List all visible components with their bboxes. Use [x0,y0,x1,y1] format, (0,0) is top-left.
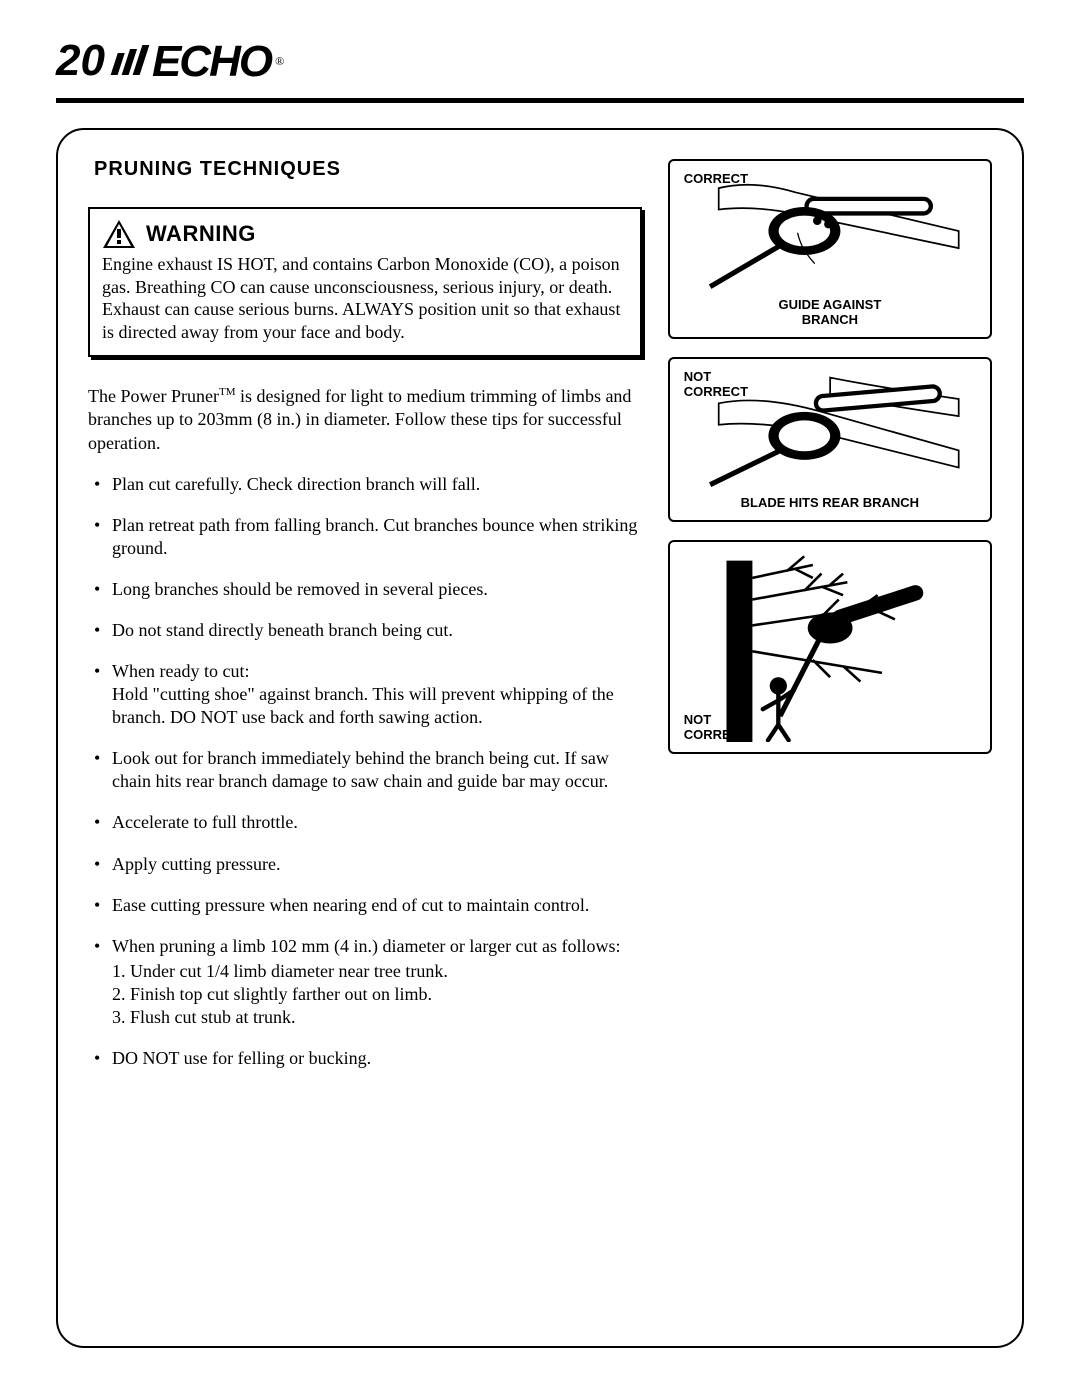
chainsaw-correct-icon [680,171,980,291]
warning-triangle-icon [102,219,136,249]
figure-label: CORRECT [684,171,748,186]
list-item: 2. Finish top cut slightly farther out o… [112,983,642,1006]
warning-box: WARNING Engine exhaust IS HOT, and conta… [88,207,642,357]
list-item: 3. Flush cut stub at trunk. [112,1006,642,1029]
list-item: Long branches should be removed in sever… [92,578,642,601]
list-item: Look out for branch immediately behind t… [92,747,642,793]
list-item: Do not stand directly beneath branch bei… [92,619,642,642]
figure-label: NOT CORRECT [684,712,748,742]
figure-label: NOT CORRECT [684,369,748,399]
figure-not-correct-2: NOT CORRECT [668,540,992,754]
page-header: 20 ECHO ® [56,36,284,87]
header-rule [56,98,1024,103]
figure-label: GUIDE AGAINST BRANCH [680,297,980,327]
list-item: When ready to cut: Hold "cutting shoe" a… [92,660,642,729]
warning-title: WARNING [146,221,256,247]
warning-body: Engine exhaust IS HOT, and contains Carb… [102,253,628,343]
list-item: Plan cut carefully. Check direction bran… [92,473,642,496]
list-item: 1. Under cut 1/4 limb diameter near tree… [112,960,642,983]
registered-mark: ® [275,54,284,69]
list-item: Accelerate to full throttle. [92,811,642,834]
page-number: 20 [56,36,105,86]
list-item: When pruning a limb 102 mm (4 in.) diame… [92,935,642,1029]
tips-list: Plan cut carefully. Check direction bran… [88,473,642,1070]
intro-paragraph: The Power PrunerTM is designed for light… [88,385,642,455]
list-item: Plan retreat path from falling branch. C… [92,514,642,560]
large-limb-steps: 1. Under cut 1/4 limb diameter near tree… [112,960,642,1029]
list-item: Ease cutting pressure when nearing end o… [92,894,642,917]
intro-pre: The Power Pruner [88,386,219,406]
figure-not-correct-1: NOT CORRECT [668,357,992,522]
logo-stripes-icon [109,43,154,80]
right-column: CORRECT [668,159,992,1088]
brand-logo: ECHO ® [115,37,284,87]
content-frame: PRUNING TECHNIQUES WARNING Engine [56,128,1024,1348]
two-column-layout: WARNING Engine exhaust IS HOT, and conta… [88,207,992,1088]
figure-label: BLADE HITS REAR BRANCH [680,495,980,510]
list-item: Apply cutting pressure. [92,853,642,876]
trademark-symbol: TM [219,386,236,398]
list-item: DO NOT use for felling or bucking. [92,1047,642,1070]
logo-text: ECHO [152,37,271,87]
tip-large-limb-lead: When pruning a limb 102 mm (4 in.) diame… [112,936,621,956]
left-column: WARNING Engine exhaust IS HOT, and conta… [88,207,642,1088]
figure-correct: CORRECT [668,159,992,339]
